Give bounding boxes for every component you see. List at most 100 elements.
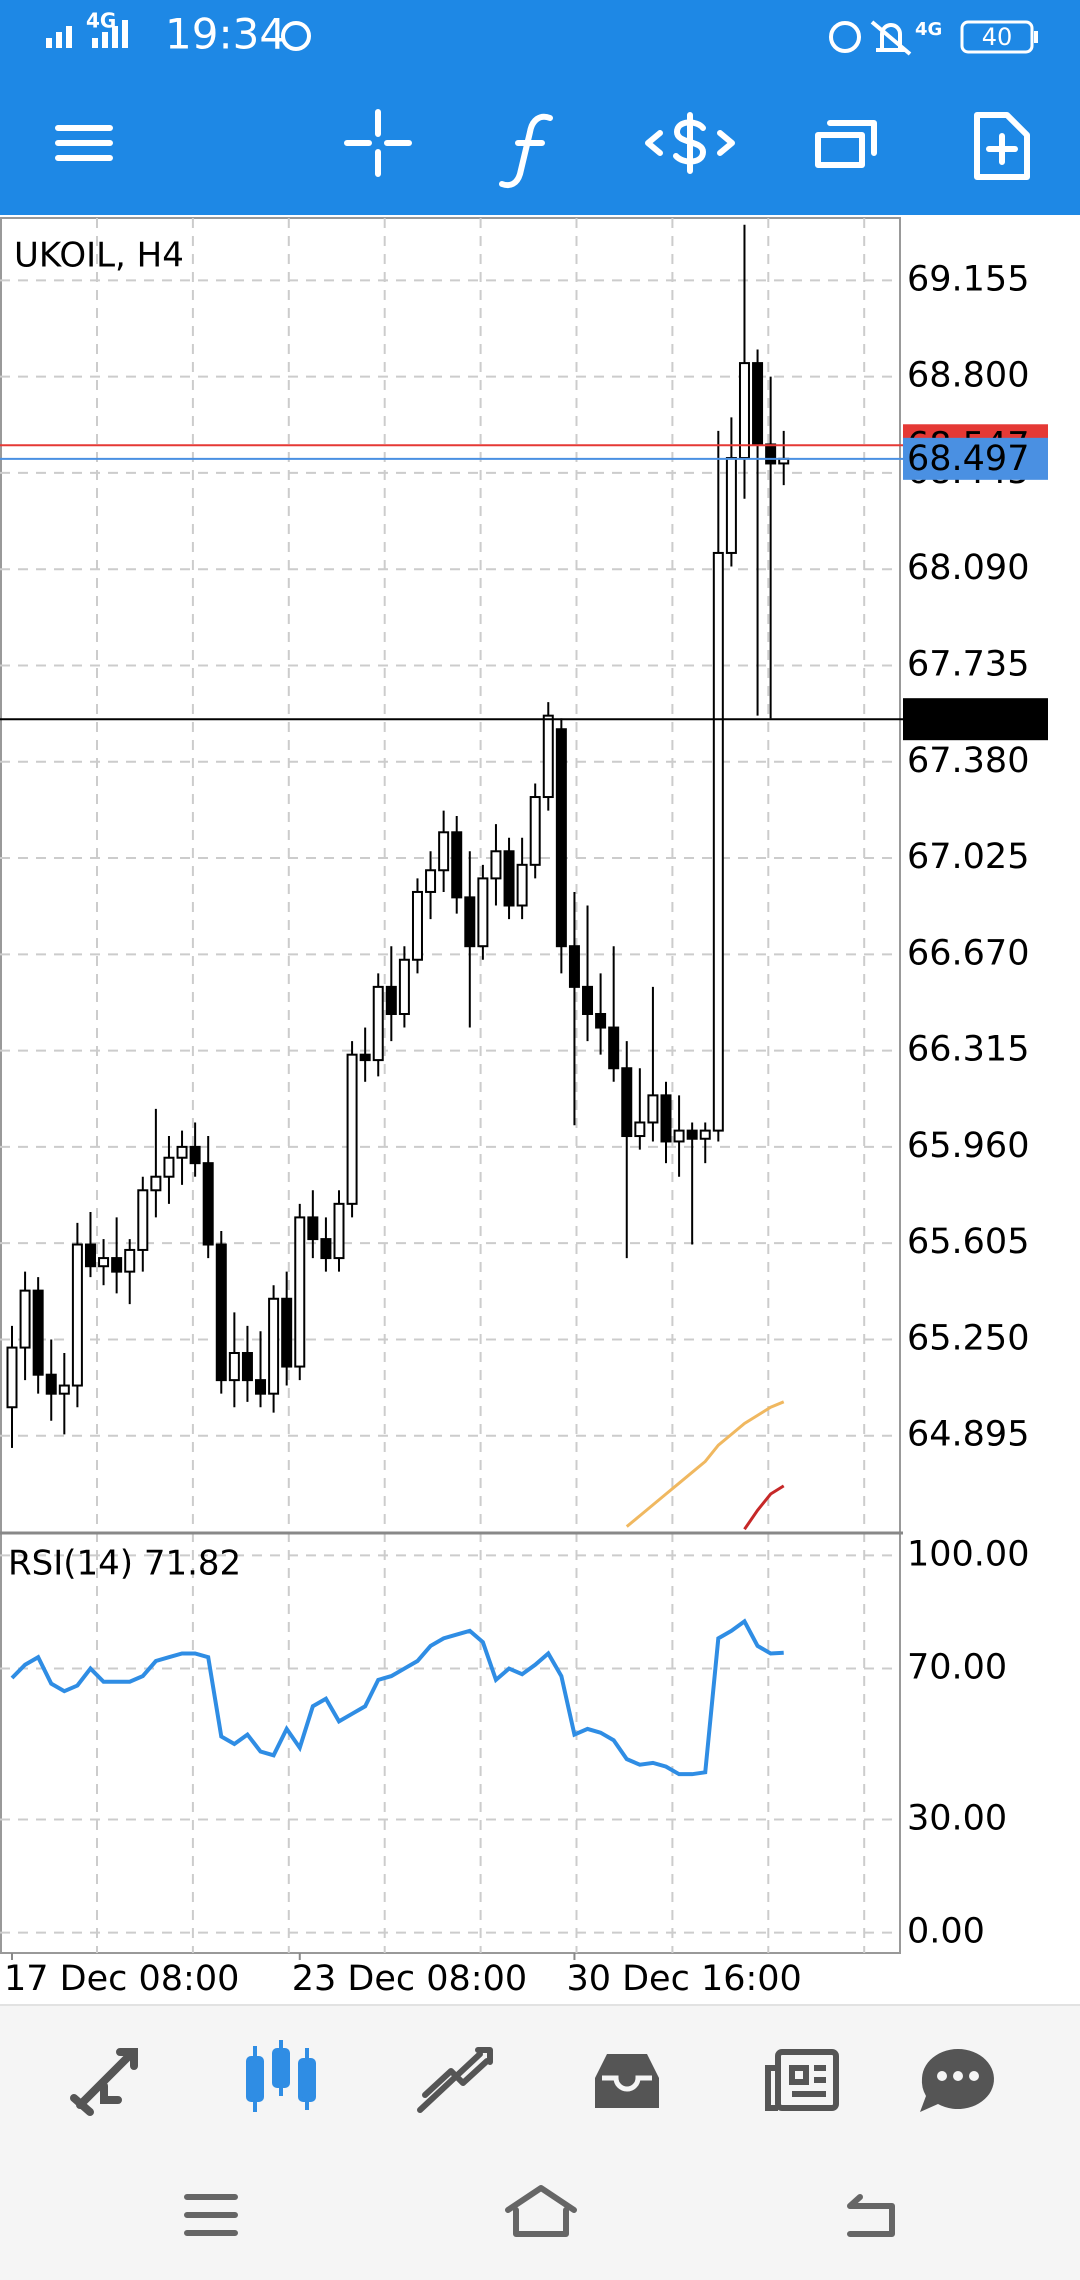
candle-body	[490, 850, 502, 880]
sync-icon	[281, 21, 311, 51]
nav-home[interactable]	[505, 2185, 577, 2237]
candle-body	[320, 1238, 332, 1260]
y-tick-label: 66.670	[907, 933, 1029, 973]
candle-body	[19, 1289, 31, 1349]
vertical-grid	[96, 218, 866, 1953]
y-tick-label: 65.250	[907, 1318, 1029, 1358]
y-tick-label: 68.800	[907, 356, 1029, 396]
candle-body	[438, 831, 450, 872]
indicators-button[interactable]	[499, 113, 553, 189]
x-tick-label: 23 Dec 08:00	[292, 1959, 527, 1999]
chart-frame	[0, 217, 901, 1954]
candle-body	[712, 551, 724, 1132]
candle-body	[516, 863, 528, 907]
status-bar: 4G 19:34 4G 40	[46, 9, 1038, 59]
candle-body	[241, 1352, 253, 1382]
mute-icon	[870, 20, 912, 56]
candle-body	[686, 1129, 698, 1140]
windows-button[interactable]	[815, 120, 877, 168]
battery-tip	[1034, 31, 1038, 43]
candle-body	[294, 1216, 306, 1368]
x-tick-label: 30 Dec 16:00	[566, 1959, 801, 1999]
candle-body	[268, 1297, 280, 1395]
candle-body	[45, 1373, 57, 1395]
quotes-tab[interactable]	[70, 2048, 138, 2116]
x-tick-label: 17 Dec 08:00	[4, 1959, 239, 1999]
candle-body	[98, 1257, 110, 1268]
main-chart: 69.15568.80068.44568.09067.73567.38067.0…	[0, 224, 1048, 1999]
candle-body	[411, 890, 423, 961]
battery-icon	[960, 20, 1034, 54]
candle-body	[634, 1121, 646, 1138]
trade-button[interactable]	[645, 112, 735, 174]
system-nav	[184, 2185, 895, 2237]
chart-title: UKOIL, H4	[14, 236, 184, 276]
news-tab[interactable]	[765, 2049, 839, 2111]
candle-body	[202, 1162, 214, 1246]
candle-body	[699, 1129, 711, 1140]
y-tick-label: 70.00	[907, 1648, 1007, 1688]
candle-body	[111, 1257, 123, 1273]
chat-tab[interactable]	[920, 2049, 994, 2112]
chart-tab[interactable]	[246, 2040, 316, 2112]
candle-body	[555, 728, 567, 948]
y-tick-label: 100.00	[907, 1534, 1029, 1574]
y-tick-label: 66.315	[907, 1030, 1029, 1070]
candle-body	[176, 1145, 188, 1159]
candle-body	[752, 362, 764, 446]
candle-body	[542, 714, 554, 799]
y-tick-label: 67.025	[907, 837, 1029, 877]
network-type: 4G	[86, 9, 116, 33]
candle-body	[582, 985, 594, 1015]
candle-body	[765, 443, 777, 465]
candle-body	[215, 1243, 227, 1382]
candle-body	[333, 1202, 345, 1260]
moving-average	[743, 1484, 785, 1531]
candle-body	[595, 1012, 607, 1029]
candle-body	[124, 1248, 136, 1273]
candle-body	[359, 1053, 371, 1062]
candle-body	[385, 985, 397, 1015]
candle-body	[725, 457, 737, 554]
candle-body	[281, 1297, 293, 1368]
candle-body	[425, 869, 437, 893]
candle-body	[647, 1094, 659, 1124]
new-order-button[interactable]	[974, 112, 1030, 180]
candle-body	[673, 1129, 685, 1143]
candle-body	[255, 1379, 267, 1395]
candle-body	[568, 945, 580, 988]
battery-level: 40	[982, 23, 1013, 51]
y-tick-label: 30.00	[907, 1798, 1007, 1838]
y-tick-label: 67.380	[907, 741, 1029, 781]
y-tick-label: 65.605	[907, 1222, 1029, 1262]
price-label: 67.537	[907, 699, 1029, 739]
candle-body	[477, 877, 489, 948]
candle-body	[32, 1289, 44, 1376]
moving-average	[625, 1400, 785, 1528]
trade-tab[interactable]	[417, 2047, 493, 2113]
candle-body	[398, 958, 410, 1015]
candle-body	[58, 1384, 70, 1395]
candle-body	[84, 1243, 96, 1268]
candle-body	[163, 1156, 175, 1178]
candle-body	[6, 1346, 18, 1409]
candle-body	[529, 796, 541, 866]
candle-body	[189, 1145, 201, 1165]
rsi-line	[10, 1618, 784, 1777]
menu-button[interactable]	[55, 125, 113, 161]
crosshair-button[interactable]	[344, 109, 412, 177]
toolbar	[55, 109, 1030, 189]
nav-back[interactable]	[847, 2194, 895, 2237]
nav-menu[interactable]	[184, 2194, 238, 2236]
candle-body	[372, 985, 384, 1062]
panel-title: RSI(14) 71.82	[8, 1544, 241, 1584]
history-tab[interactable]	[595, 2054, 659, 2108]
candle-body	[608, 1026, 620, 1070]
candle-body	[228, 1352, 240, 1382]
y-tick-label: 64.895	[907, 1415, 1029, 1455]
candle-body	[307, 1216, 319, 1241]
y-tick-label: 0.00	[907, 1912, 985, 1952]
clock: 19:34	[165, 10, 286, 59]
candle-body	[464, 896, 476, 948]
